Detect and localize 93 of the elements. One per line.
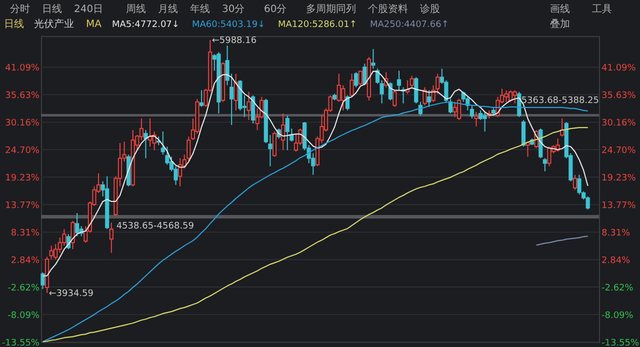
y2-tick-label: 24.70% <box>602 146 636 156</box>
text: MA5:4772.07↓ <box>112 20 180 30</box>
candlestick <box>586 196 590 210</box>
text: 60分 <box>264 3 287 15</box>
candlestick <box>272 131 277 158</box>
candlestick <box>547 146 552 167</box>
y2-tick-label: 8.31% <box>602 228 631 239</box>
annotation: ←5988.16 <box>212 36 257 46</box>
chart-title: 光伏产业 <box>34 18 74 30</box>
y-tick-label: 24.70% <box>5 146 40 156</box>
candlestick <box>375 68 380 84</box>
candlestick <box>70 220 75 250</box>
candlestick <box>281 112 286 151</box>
candlestick <box>246 91 251 120</box>
text: 画线 <box>550 3 570 15</box>
y-tick-label: -2.62% <box>8 284 40 294</box>
y-tick-label: 13.77% <box>5 201 40 212</box>
candlestick <box>144 130 148 159</box>
candlestick <box>250 94 256 124</box>
candlestick <box>178 158 182 187</box>
candlestick <box>504 90 508 102</box>
y2-tick-label: -8.09% <box>602 311 634 322</box>
text: 年线 <box>190 3 210 15</box>
candlestick <box>478 110 483 120</box>
text: 日线 <box>42 3 62 15</box>
band-label: 4538.65-4568.59 <box>116 222 194 232</box>
candlestick <box>40 272 45 290</box>
candlestick <box>521 119 526 148</box>
candlestick <box>380 80 384 104</box>
candlestick <box>294 133 298 152</box>
legend-title: MA <box>86 19 102 30</box>
candlestick <box>448 98 453 114</box>
band-label: 5363.68-5388.25 <box>521 96 599 106</box>
candlestick <box>542 158 547 172</box>
candlestick <box>354 72 358 88</box>
candlestick <box>426 90 432 108</box>
candlestick <box>422 86 427 106</box>
y-tick-label: 35.63% <box>5 91 40 102</box>
y-tick-label: 41.09% <box>5 64 40 74</box>
candlestick <box>414 76 418 104</box>
text: 多周期同列 <box>306 3 356 15</box>
y-tick-label: 30.16% <box>5 118 40 129</box>
candlestick <box>49 245 54 260</box>
candlestick <box>199 90 204 108</box>
annotation: ←3934.59 <box>48 288 94 299</box>
text: 月线 <box>158 3 178 15</box>
candlestick <box>482 111 487 132</box>
candlestick <box>410 75 414 88</box>
text: 分时 <box>10 3 30 15</box>
y-tick-label: 2.84% <box>10 256 40 266</box>
candlestick <box>452 101 457 118</box>
candlestick <box>572 174 578 190</box>
y-tick-label: 8.31% <box>10 228 40 239</box>
text: 个股资料 <box>368 3 408 15</box>
y-tick-label: 19.23% <box>5 174 40 184</box>
text: 周线 <box>126 3 146 15</box>
line-series <box>536 236 588 246</box>
candlestick <box>396 70 402 91</box>
text: MA120:5286.01↑ <box>278 20 357 30</box>
candlestick <box>54 244 58 260</box>
y2-tick-label: 19.23% <box>602 174 636 184</box>
y2-tick-label: 30.16% <box>602 118 636 129</box>
y2-tick-label: 2.84% <box>602 256 631 266</box>
y2-tick-label: -2.62% <box>602 284 634 294</box>
candlestick <box>234 73 238 111</box>
y-tick-label: -8.09% <box>8 311 40 322</box>
candlestick <box>470 104 474 119</box>
y2-tick-label: 35.63% <box>602 91 636 102</box>
candlestick <box>109 222 114 254</box>
text: MA60:5403.19↓ <box>192 20 266 30</box>
candlestick <box>350 73 354 98</box>
candlestick <box>75 212 80 237</box>
candlestick <box>358 70 362 86</box>
text: 诊股 <box>420 3 440 15</box>
y2-tick-label: 13.77% <box>602 201 636 212</box>
candlestick <box>526 141 530 158</box>
candlestick <box>362 63 367 86</box>
candlestick <box>341 84 346 111</box>
text: MA250:4407.66↑ <box>370 20 449 30</box>
candlestick <box>285 114 290 151</box>
text: 工具 <box>592 4 612 15</box>
candlestick <box>474 111 478 128</box>
text: 叠加 <box>550 18 570 30</box>
candlestick <box>406 80 410 94</box>
y2-tick-label: 41.09% <box>602 64 636 74</box>
y2-tick-label: -13.55% <box>602 338 640 347</box>
candlestick <box>392 90 397 108</box>
candlestick <box>371 48 376 70</box>
text: 240日 <box>74 4 104 15</box>
text: 30分 <box>222 3 245 15</box>
y-tick-label: -13.55% <box>2 338 40 347</box>
chart-subtitle: 日线 <box>4 18 24 30</box>
candlestick <box>512 90 517 104</box>
